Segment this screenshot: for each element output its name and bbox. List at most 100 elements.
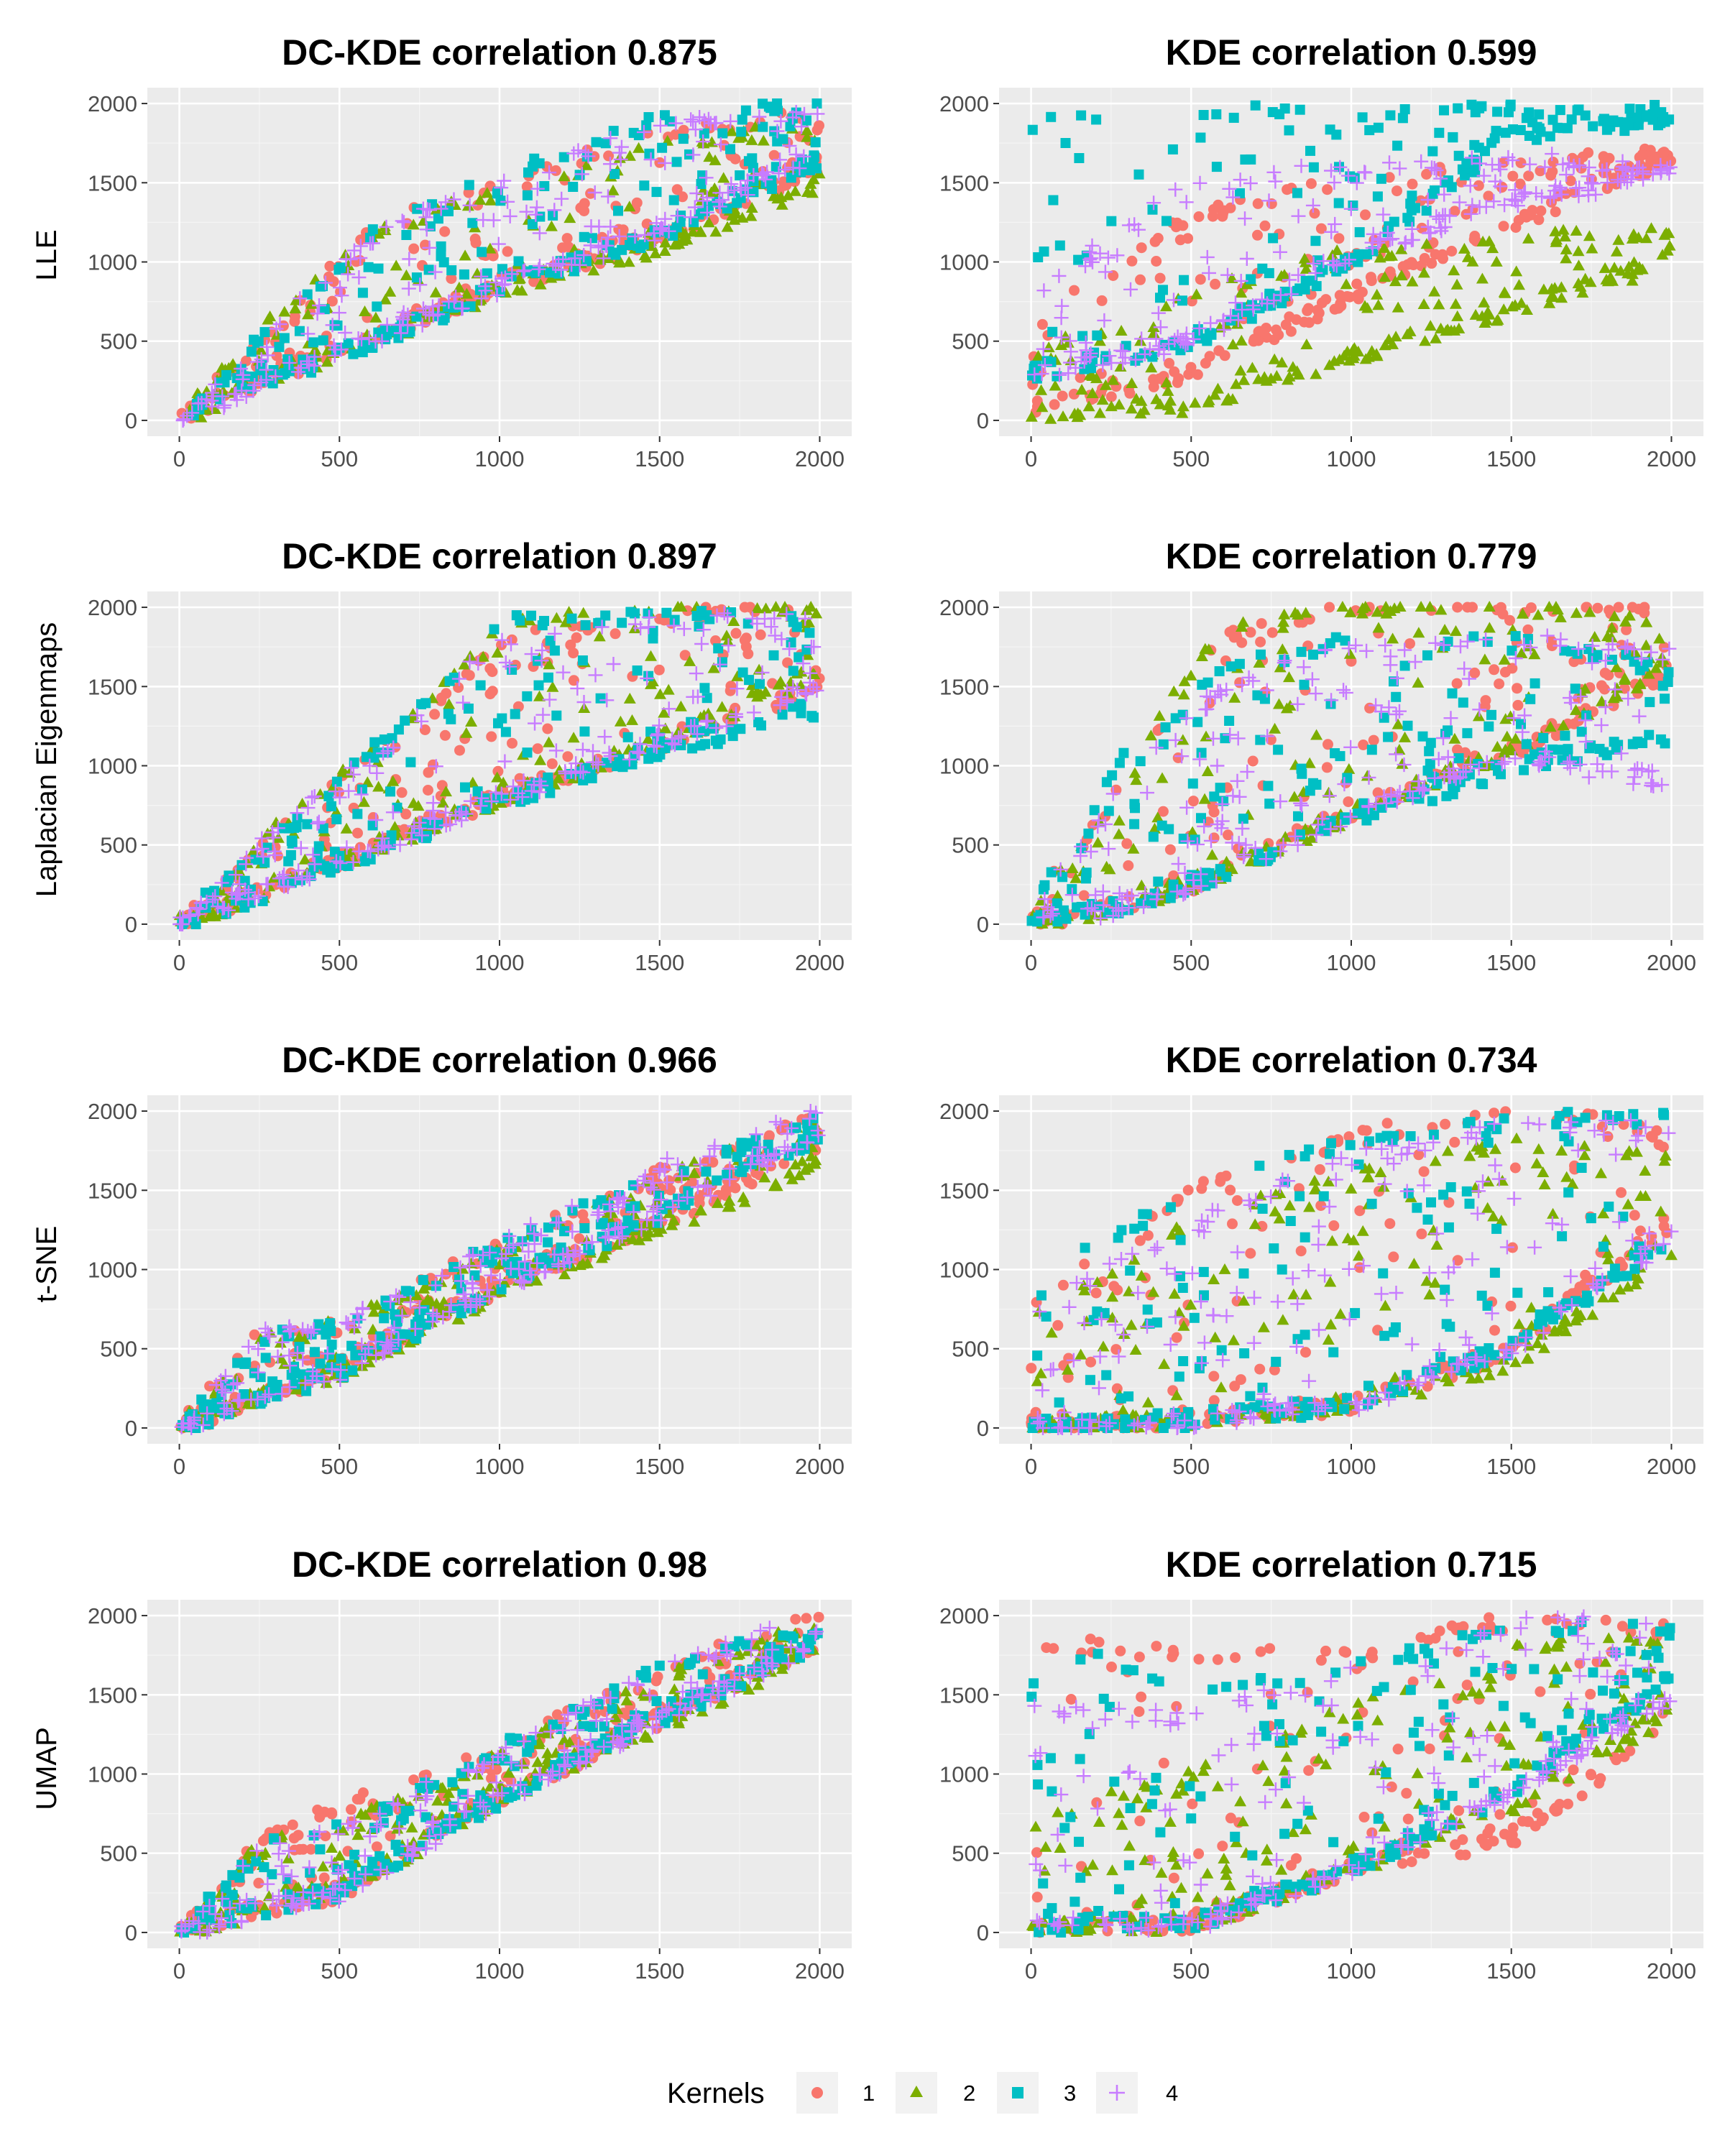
point [801, 115, 811, 126]
point [1407, 190, 1417, 201]
point [1644, 696, 1655, 707]
point [623, 201, 636, 212]
point [701, 111, 716, 126]
point [545, 220, 558, 231]
point [1368, 734, 1379, 746]
point [768, 149, 780, 161]
point [441, 294, 456, 309]
point [612, 229, 627, 244]
point [721, 1148, 732, 1159]
point [379, 219, 394, 234]
point [1309, 208, 1320, 219]
point [736, 126, 747, 137]
point [375, 1331, 386, 1342]
point [1489, 664, 1500, 676]
point [1114, 757, 1125, 768]
y-tick-label: 1500 [88, 674, 137, 699]
point [505, 267, 520, 282]
point [686, 226, 699, 237]
point [1148, 381, 1159, 392]
point [494, 271, 509, 286]
point [712, 199, 727, 214]
point [1103, 806, 1114, 816]
point [561, 233, 573, 244]
y-tick-label: 2000 [88, 1099, 137, 1124]
point [543, 1237, 553, 1248]
point [415, 318, 430, 333]
point [1305, 145, 1315, 156]
point [325, 318, 340, 333]
point [579, 206, 590, 216]
point [801, 124, 814, 136]
point [1534, 109, 1545, 120]
point [315, 281, 326, 292]
point [1027, 370, 1037, 381]
point [405, 757, 416, 768]
x-tick-label: 1000 [475, 950, 525, 975]
point [1273, 745, 1284, 755]
point [1530, 678, 1540, 688]
point [515, 264, 530, 279]
point [546, 256, 561, 271]
point [638, 239, 649, 250]
point [368, 334, 383, 349]
point [632, 142, 645, 153]
point [658, 245, 671, 256]
point [1560, 730, 1570, 741]
point [418, 210, 433, 225]
y-tick-label: 0 [125, 1416, 137, 1441]
point [1271, 324, 1282, 336]
point [1269, 334, 1280, 346]
point [401, 230, 412, 240]
point [1364, 702, 1376, 714]
point [1507, 170, 1519, 182]
point [686, 147, 701, 162]
point [1266, 627, 1278, 638]
point [1240, 155, 1251, 165]
point [1482, 637, 1493, 648]
point [282, 355, 297, 370]
point [603, 157, 617, 172]
point [1404, 638, 1415, 650]
point [1523, 170, 1535, 182]
point [566, 613, 577, 624]
point [318, 335, 328, 346]
point [1613, 602, 1624, 613]
point [758, 172, 773, 187]
point [486, 731, 497, 742]
y-tick-label: 1500 [939, 674, 989, 699]
point [260, 348, 275, 363]
point [1292, 188, 1302, 198]
point [1522, 624, 1534, 635]
point [1637, 738, 1648, 748]
point [702, 216, 715, 228]
point [743, 1176, 755, 1188]
point [1254, 855, 1265, 866]
point [701, 1166, 712, 1177]
point [1476, 778, 1486, 789]
point [1356, 287, 1368, 298]
point [402, 252, 417, 267]
point [1494, 678, 1505, 690]
point [1213, 345, 1225, 356]
point [1282, 184, 1293, 195]
point [703, 151, 716, 162]
point [723, 114, 738, 129]
point [1151, 256, 1162, 267]
x-tick-label: 0 [173, 1454, 185, 1479]
point [1664, 114, 1675, 125]
y-tick-label: 2000 [88, 595, 137, 620]
point [515, 615, 525, 626]
point [403, 327, 414, 338]
point [699, 128, 709, 139]
point [1515, 157, 1527, 169]
point [324, 1349, 334, 1360]
point [1153, 876, 1164, 887]
point [1091, 114, 1102, 125]
point [1190, 834, 1200, 845]
point [755, 629, 766, 640]
point [1558, 123, 1568, 134]
point [1105, 391, 1117, 402]
